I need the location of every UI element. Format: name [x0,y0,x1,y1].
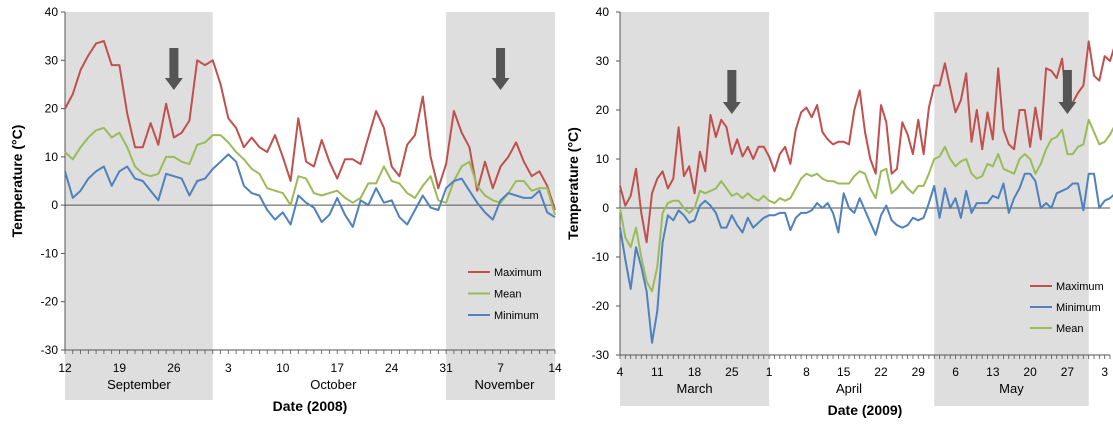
down-arrow-icon [491,48,510,90]
x-tick-label: 25 [725,365,739,379]
y-tick-label: 10 [45,150,59,164]
x-axis-title: Date (2009) [828,402,903,418]
y-tick-label: 10 [596,152,610,166]
down-arrow-icon [722,70,741,114]
y-tick-label: 40 [596,5,610,19]
series-line-mean [64,126,556,216]
x-tick-label: 19 [113,361,127,375]
shaded-period [65,12,213,400]
down-arrow-icon [164,48,183,90]
x-tick-label: 11 [651,365,664,379]
month-label: March [677,381,713,396]
x-tick-label: 6 [952,365,959,379]
x-tick-label: 18 [688,365,702,379]
y-tick-label: 30 [45,53,59,67]
series-line-minimum [619,172,1113,344]
series-line-maximum [64,40,556,211]
x-tick-label: 3 [225,361,232,375]
x-tick-label: 8 [803,365,810,379]
x-tick-label: 24 [385,361,399,375]
legend-label: Minimum [494,310,539,322]
y-tick-label: 0 [602,201,609,215]
x-tick-label: 27 [1061,365,1075,379]
month-label: May [999,381,1024,396]
x-tick-label: 12 [58,361,72,375]
month-label: April [836,381,862,396]
x-tick-label: 7 [497,361,504,375]
y-tick-label: -10 [592,250,610,264]
x-tick-label: 15 [837,365,851,379]
chart-panel-2008: 40 30 20 10 0 -10 -20 -30 12 19 26 3 10 17 24 31 7 14 Sept… [9,5,562,414]
legend-label: Maximum [1056,281,1104,293]
legend-label: Minimum [1056,302,1101,314]
x-tick-label: 4 [617,365,624,379]
y-tick-label: 20 [45,102,59,116]
y-axis-title: Temperature (°C) [9,125,25,238]
x-tick-label: 31 [439,361,453,375]
y-tick-label: -20 [592,299,610,313]
y-tick-label: -20 [41,295,59,309]
down-arrow-icon [1058,70,1077,114]
y-tick-label: 20 [596,103,610,117]
x-tick-label: 10 [276,361,290,375]
month-label: November [474,377,535,392]
x-axis-title: Date (2008) [273,398,348,414]
y-tick-label: 40 [45,5,59,19]
legend-label: Maximum [494,267,542,279]
x-tick-label: 20 [1023,365,1037,379]
series-line-minimum [64,153,556,228]
x-tick-label: 3 [1101,365,1108,379]
y-tick-label: -30 [592,348,610,362]
series-line-maximum [619,40,1113,244]
y-tick-label: 0 [51,198,58,212]
x-tick-label: 14 [548,361,562,375]
series-line-mean [619,118,1113,293]
y-tick-label: 30 [596,54,610,68]
legend-label: Mean [494,289,522,301]
y-tick-label: -30 [41,343,59,357]
month-label: October [310,377,357,392]
x-tick-label: 13 [986,365,1000,379]
x-tick-label: 29 [912,365,926,379]
legend-label: Mean [1056,323,1084,335]
month-label: September [107,377,171,392]
y-tick-label: -10 [41,246,59,260]
x-tick-label: 17 [331,361,345,375]
x-tick-label: 26 [167,361,181,375]
x-tick-label: 1 [766,365,773,379]
y-axis-title: Temperature (°C) [565,127,581,240]
x-tick-label: 22 [874,365,888,379]
